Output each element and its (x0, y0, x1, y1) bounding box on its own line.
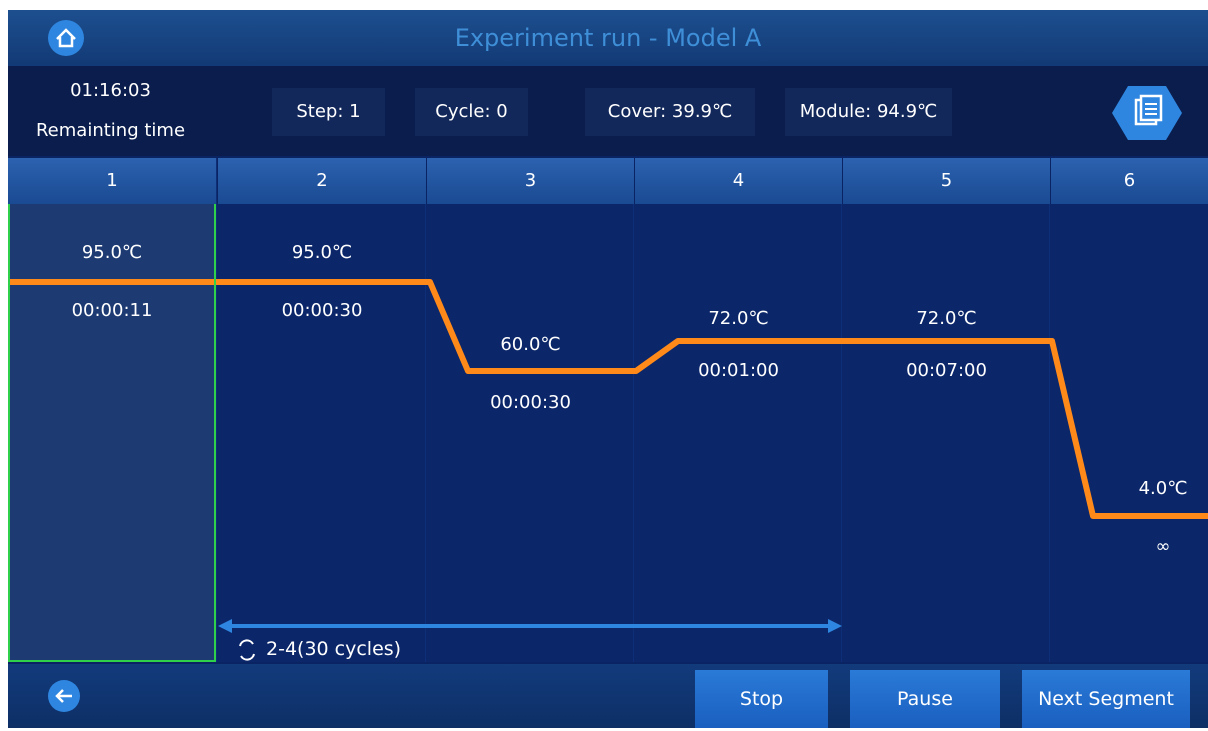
stop-button[interactable]: Stop (695, 670, 828, 728)
cover-box: Cover: 39.9℃ (585, 88, 755, 136)
app: Experiment run - Model A 01:16:03 Remain… (8, 10, 1208, 728)
loop-arrow-right (828, 619, 842, 633)
step-header: 3 (427, 158, 634, 204)
column-separator (841, 158, 842, 662)
step-time: 00:00:30 (490, 392, 571, 413)
status-bar: 01:16:03 Remainting time Step: 1 Cycle: … (8, 66, 1208, 156)
loop-icon (239, 639, 255, 661)
column-separator (425, 158, 426, 662)
module-box: Module: 94.9℃ (785, 88, 952, 136)
step-time: 00:07:00 (906, 360, 987, 381)
remaining-time: 01:16:03 (70, 80, 151, 101)
step-time: 00:00:11 (71, 300, 153, 321)
selection-border (8, 158, 216, 662)
step-time: 00:00:30 (281, 300, 363, 321)
title: Experiment run - Model A (454, 24, 762, 52)
back-button[interactable] (46, 678, 82, 714)
next-segment-button[interactable]: Next Segment (1022, 670, 1190, 728)
home-button[interactable] (46, 18, 86, 58)
step-temperature: 72.0℃ (708, 308, 769, 329)
step-header: 6 (1051, 158, 1208, 204)
step-time: 00:01:00 (698, 360, 779, 381)
column-separator (633, 158, 634, 662)
remaining-label: Remainting time (35, 120, 186, 141)
step-temperature: 95.0℃ (291, 242, 353, 263)
step-temperature: 95.0℃ (81, 242, 143, 263)
temperature-line (8, 279, 1208, 519)
loop-label: 2-4(30 cycles) (266, 638, 402, 660)
step-temperature: 60.0℃ (500, 334, 561, 355)
step-time: ∞ (1155, 536, 1171, 557)
step-box: Step: 1 (272, 88, 385, 136)
bottom-bar: Stop Pause Next Segment (8, 664, 1208, 728)
column-separator (1049, 158, 1050, 662)
loop-arrow-left (218, 619, 232, 633)
step-temperature: 4.0℃ (1138, 478, 1188, 499)
column-separator (216, 158, 217, 662)
step-header: 1 (8, 158, 216, 204)
pause-button[interactable]: Pause (850, 670, 1000, 728)
step-temperature: 72.0℃ (916, 308, 977, 329)
current-step-highlight (8, 158, 216, 662)
step-header: 2 (218, 158, 426, 204)
cycle-box: Cycle: 0 (415, 88, 528, 136)
menu-button[interactable] (1112, 84, 1182, 142)
top-bar: Experiment run - Model A (8, 10, 1208, 66)
step-header: 4 (635, 158, 842, 204)
step-header: 5 (843, 158, 1050, 204)
